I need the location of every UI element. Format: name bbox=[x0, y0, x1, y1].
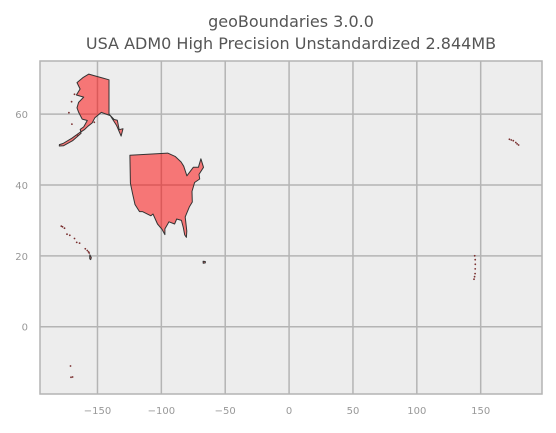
x-axis-ticks: −150 −100 −50 0 50 100 150 bbox=[84, 406, 490, 417]
island-guam-northern-marianas bbox=[474, 263, 477, 266]
region-alaska bbox=[75, 73, 124, 137]
island-guam-northern-marianas bbox=[474, 258, 477, 261]
chart-title-line-2: USA ADM0 High Precision Unstandardized 2… bbox=[85, 34, 497, 53]
island-alaska-islands bbox=[93, 121, 96, 124]
island-american-samoa bbox=[69, 365, 72, 367]
island-northwestern-hawaiian-islands bbox=[66, 233, 68, 236]
region-puerto-rico bbox=[202, 260, 206, 264]
x-tick-label: −150 bbox=[84, 406, 111, 417]
island-alaska-islands bbox=[73, 93, 76, 96]
island-guam-northern-marianas bbox=[474, 268, 477, 270]
x-tick-label: 100 bbox=[407, 406, 426, 417]
island-alaska-islands bbox=[68, 111, 70, 114]
island-guam-northern-marianas bbox=[473, 278, 475, 281]
y-tick-label: 0 bbox=[22, 323, 28, 334]
x-tick-label: 50 bbox=[347, 406, 360, 417]
island-northwestern-hawaiian-islands bbox=[78, 242, 81, 245]
island-guam-northern-marianas bbox=[473, 254, 476, 257]
island-guam-northern-marianas bbox=[474, 272, 476, 275]
island-american-samoa bbox=[70, 376, 72, 379]
island-alaska-islands bbox=[71, 123, 73, 125]
map-regions bbox=[58, 73, 206, 264]
x-tick-label: 0 bbox=[286, 406, 292, 417]
y-axis-ticks: 0 20 40 60 bbox=[15, 110, 28, 334]
island-hawaii-small-islands bbox=[84, 247, 87, 250]
island-guam-northern-marianas bbox=[473, 275, 476, 278]
map-points bbox=[60, 93, 520, 379]
island-hawaii-small-islands bbox=[87, 251, 90, 253]
island-northwestern-hawaiian-islands bbox=[73, 237, 76, 240]
island-alaska-islands bbox=[70, 100, 73, 103]
island-northwestern-hawaiian-islands bbox=[60, 225, 63, 228]
region-hawaii bbox=[89, 254, 92, 261]
island-near-aleutians bbox=[517, 144, 520, 146]
x-tick-label: 150 bbox=[471, 406, 490, 417]
island-near-aleutians bbox=[508, 138, 511, 141]
y-tick-label: 40 bbox=[15, 181, 28, 192]
y-tick-label: 60 bbox=[15, 110, 28, 121]
y-tick-label: 20 bbox=[15, 252, 28, 263]
island-near-aleutians bbox=[514, 141, 517, 144]
island-northwestern-hawaiian-islands bbox=[75, 241, 78, 244]
plot-background bbox=[40, 61, 542, 394]
x-tick-label: −50 bbox=[215, 406, 236, 417]
x-tick-label: −100 bbox=[148, 406, 175, 417]
island-hawaii-small-islands bbox=[86, 249, 89, 252]
island-near-aleutians bbox=[516, 143, 518, 145]
chart-title-line-1: geoBoundaries 3.0.0 bbox=[208, 12, 374, 31]
region-contiguous-us bbox=[129, 152, 204, 238]
island-northwestern-hawaiian-islands bbox=[68, 234, 71, 237]
plot-frame bbox=[39, 60, 543, 395]
island-near-aleutians bbox=[512, 139, 515, 142]
island-alaska-islands bbox=[76, 134, 79, 136]
grid-lines bbox=[40, 61, 542, 394]
island-northwestern-hawaiian-islands bbox=[63, 227, 66, 230]
island-near-aleutians bbox=[510, 139, 513, 141]
region-aleutian-islands bbox=[58, 131, 82, 147]
island-american-samoa bbox=[71, 376, 74, 378]
